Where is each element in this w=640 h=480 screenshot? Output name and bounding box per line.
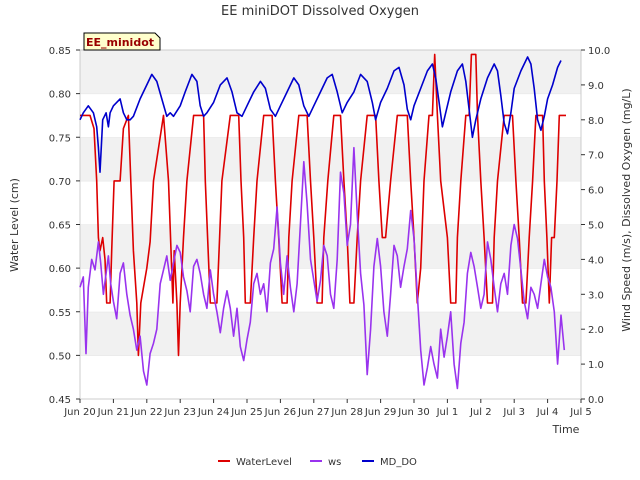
y-axis-left: 0.45 0.50 0.55 0.60 0.65 0.70 0.75 0.80 0.85 [49, 46, 80, 406]
x-tick-label: Jul 1 [436, 407, 459, 418]
series-line-md-do [79, 56, 562, 173]
legend-label: ws [328, 457, 341, 468]
x-tick-label: Jul 3 [502, 407, 525, 418]
grid-band [80, 180, 581, 225]
plot-area [79, 49, 582, 400]
y-tick-label-right: 8.0 [588, 116, 604, 127]
y-tick-label-right: 4.0 [588, 255, 604, 266]
x-tick-label: Jun 20 [63, 407, 96, 418]
x-axis: Jun 20 Jun 21 Jun 22 Jun 23 Jun 24 Jun 25 Jun … [63, 399, 592, 418]
series-line-waterlevel [80, 53, 566, 357]
x-tick-label: Jun 27 [297, 407, 330, 418]
x-tick-label: Jul 5 [569, 407, 592, 418]
y-tick-label-left: 0.45 [49, 395, 71, 406]
dataset-badge-label: EE_minidot [86, 36, 154, 49]
grid-band [80, 311, 581, 356]
y-axis-label-left: Water Level (cm) [8, 178, 21, 272]
y-tick-label-right: 1.0 [588, 360, 604, 371]
y-tick-label-left: 0.85 [49, 46, 71, 57]
y-tick-label-right: 0.0 [588, 395, 604, 406]
y-tick-label-right: 10.0 [588, 46, 610, 57]
y-tick-label-right: 2.0 [588, 325, 604, 336]
x-tick-label: Jul 2 [469, 407, 492, 418]
y-axis-label-right: Wind Speed (m/s), Dissolved Oxygen (mg/L… [620, 88, 633, 331]
x-tick-label: Jun 26 [264, 407, 297, 418]
x-axis-label: Time [552, 423, 580, 436]
y-tick-label-left: 0.60 [49, 264, 71, 275]
x-tick-label: Jul 4 [536, 407, 559, 418]
x-tick-label: Jun 21 [97, 407, 130, 418]
y-tick-label-left: 0.70 [49, 177, 71, 188]
grid-band [80, 224, 581, 269]
legend-label: MD_DO [380, 457, 417, 468]
dataset-badge: EE_minidot [83, 32, 161, 51]
y-tick-label-right: 9.0 [588, 81, 604, 92]
x-tick-label: Jun 22 [130, 407, 163, 418]
legend-label: WaterLevel [236, 457, 292, 468]
x-tick-label: Jun 25 [230, 407, 263, 418]
y-tick-label-right: 3.0 [588, 290, 604, 301]
x-tick-label: Jun 29 [364, 407, 397, 418]
y-tick-label-right: 5.0 [588, 221, 604, 232]
x-tick-label: Jun 30 [397, 407, 430, 418]
y-tick-label-left: 0.75 [49, 133, 71, 144]
chart-title: EE miniDOT Dissolved Oxygen [221, 4, 419, 19]
y-tick-label-left: 0.80 [49, 90, 71, 101]
y-tick-label-left: 0.50 [49, 351, 71, 362]
y-tick-label-right: 6.0 [588, 186, 604, 197]
grid-band [80, 50, 581, 94]
grid-band [80, 355, 581, 399]
y-axis-right: 0.0 1.0 2.0 3.0 4.0 5.0 6.0 7.0 8.0 9.0 10.0 [581, 46, 610, 406]
y-tick-label-left: 0.55 [49, 308, 71, 319]
series-line-ws [79, 146, 566, 390]
x-tick-label: Jun 24 [197, 407, 230, 418]
y-tick-label-right: 7.0 [588, 151, 604, 162]
x-tick-label: Jun 23 [163, 407, 196, 418]
x-tick-label: Jun 28 [330, 407, 363, 418]
legend: WaterLevel ws MD_DO [218, 457, 417, 468]
y-tick-label-left: 0.65 [49, 221, 71, 232]
